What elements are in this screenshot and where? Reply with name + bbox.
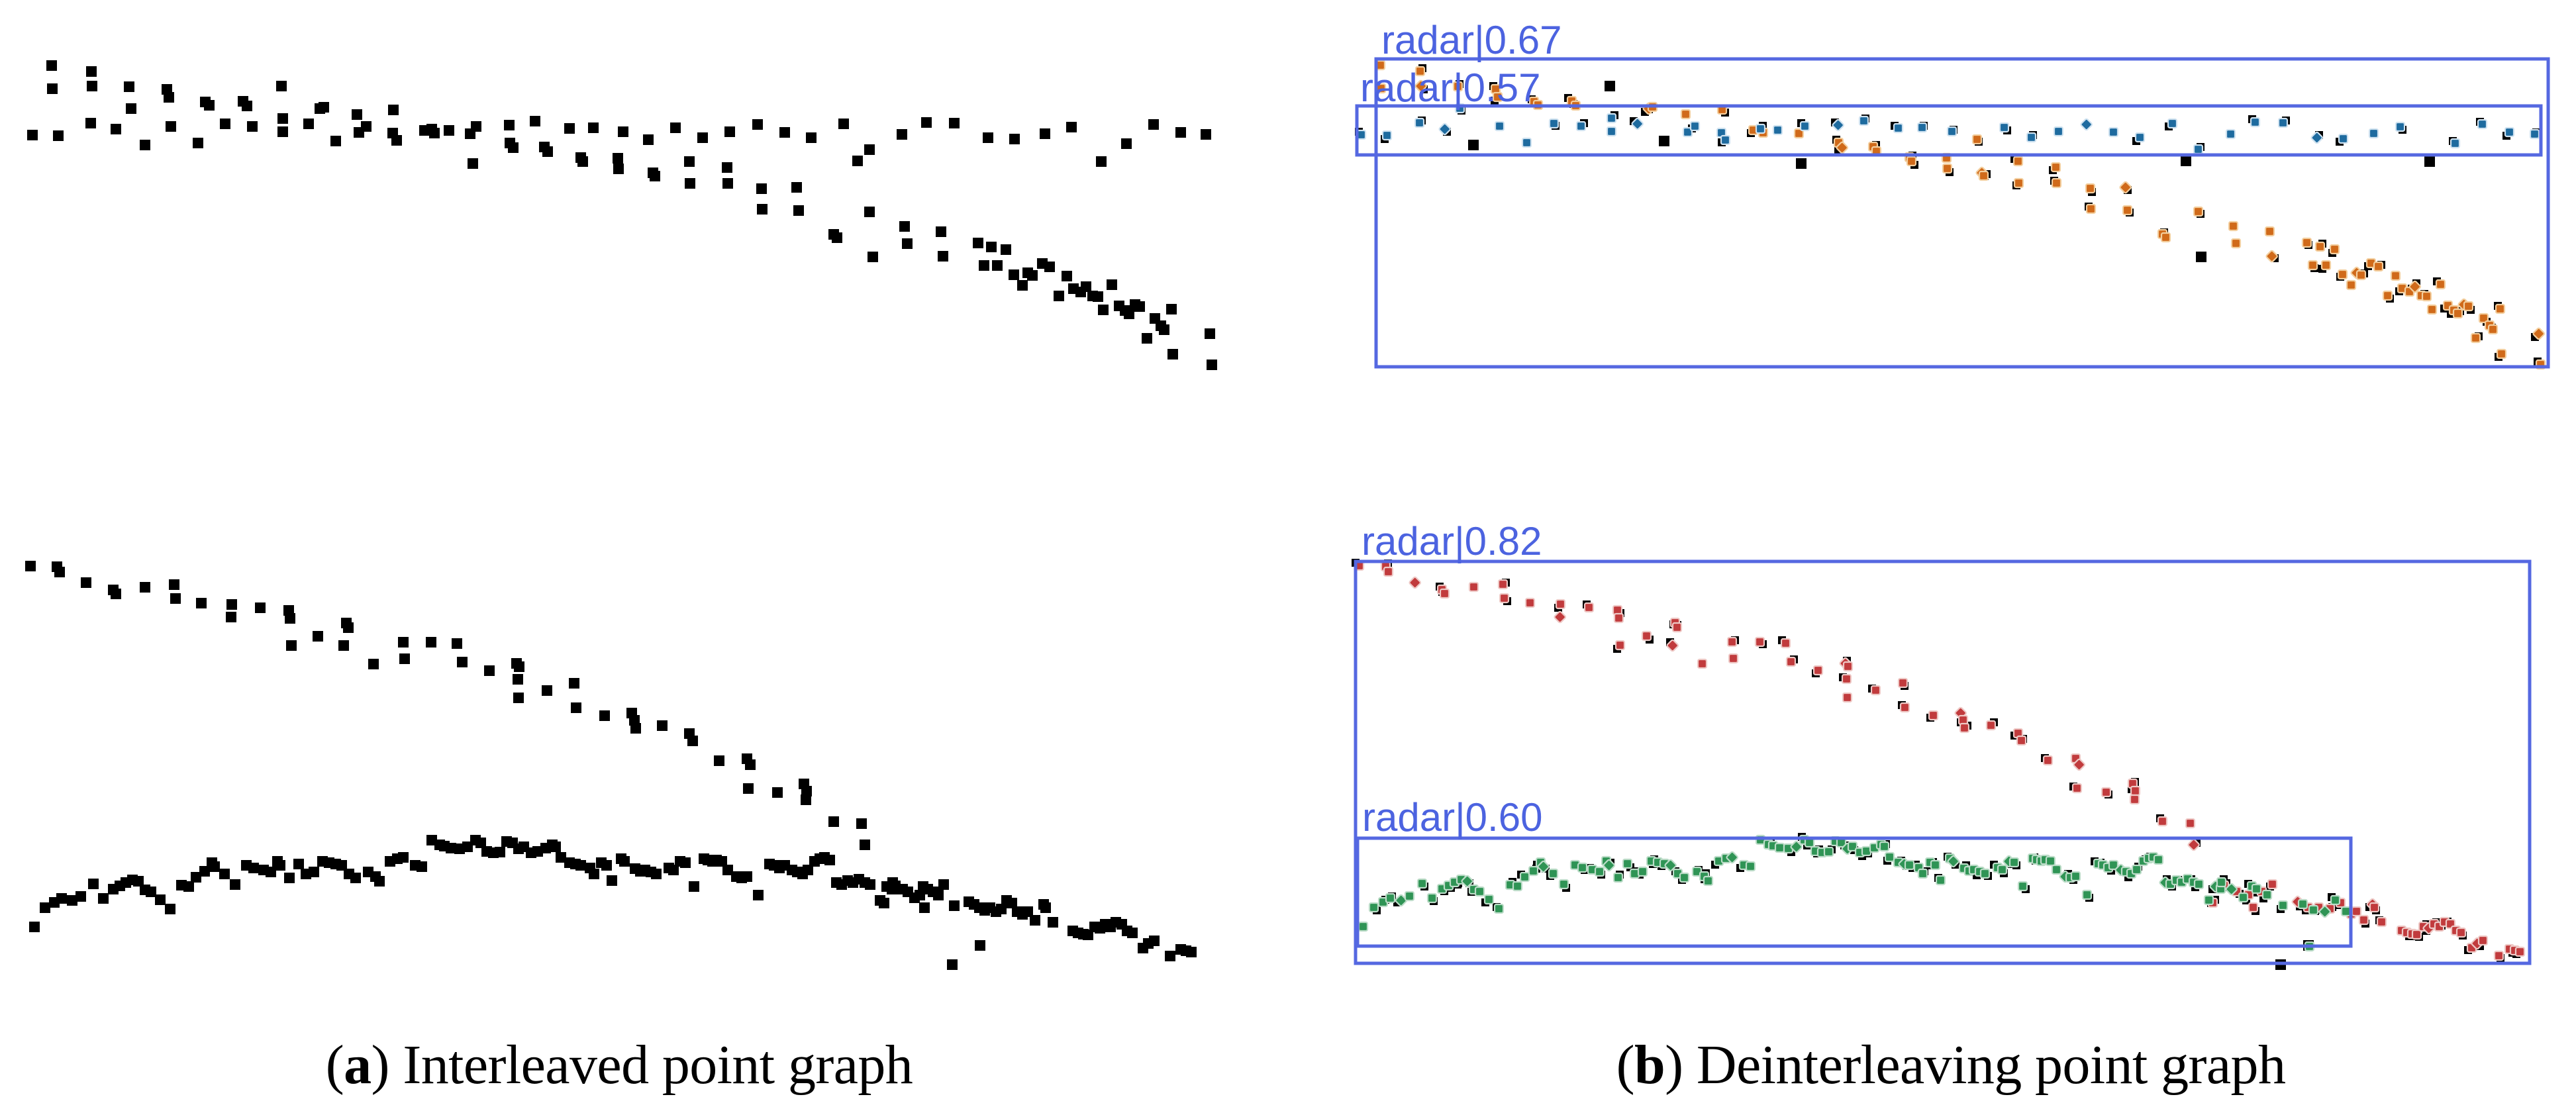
svg-text:radar|0.60: radar|0.60	[1362, 795, 1542, 840]
svg-text:radar|0.82: radar|0.82	[1362, 519, 1542, 563]
svg-text:(a) Interleaved point graph: (a) Interleaved point graph	[326, 1034, 913, 1096]
svg-text:radar|0.57: radar|0.57	[1360, 66, 1540, 110]
svg-text:radar|0.67: radar|0.67	[1381, 18, 1561, 62]
svg-text:(b) Deinterleaving point graph: (b) Deinterleaving point graph	[1616, 1034, 2286, 1096]
